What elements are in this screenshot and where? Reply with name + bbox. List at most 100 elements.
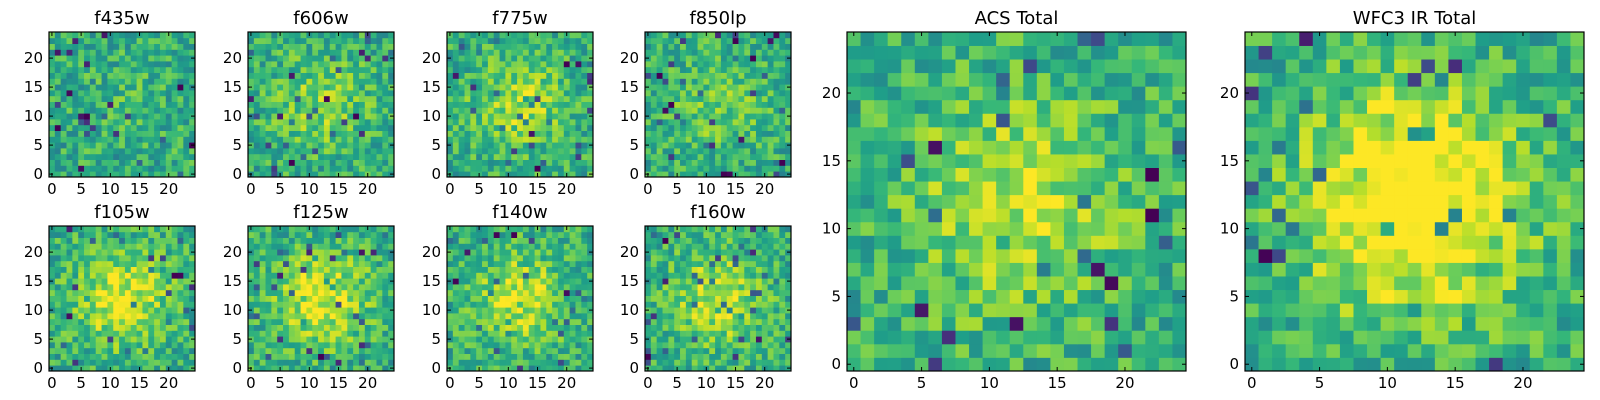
heatmap-cell [493, 226, 500, 233]
heatmap-cell [732, 72, 739, 79]
heatmap-cell [358, 159, 366, 166]
heatmap-cell [528, 231, 535, 238]
heatmap-cell [130, 313, 137, 320]
heatmap-cell [569, 84, 576, 91]
heatmap-cell [499, 171, 506, 178]
heatmap-cell [755, 49, 763, 56]
heatmap-cell [534, 142, 541, 149]
heatmap-cell [353, 289, 360, 296]
heatmap-cell [779, 353, 786, 360]
heatmap-cell [306, 153, 313, 160]
heatmap-cell [300, 324, 307, 331]
heatmap-cell [353, 84, 360, 91]
heatmap-cell [294, 95, 301, 102]
heatmap-cell [650, 324, 658, 331]
heatmap-cell [581, 330, 588, 337]
heatmap-cell [668, 278, 675, 285]
heatmap-cell [358, 243, 366, 250]
heatmap-cell [697, 159, 704, 166]
heatmap-cell [159, 107, 167, 114]
heatmap-cell [177, 249, 184, 256]
heatmap-cell [347, 136, 354, 143]
heatmap-cell [569, 272, 576, 279]
heatmap-cell [101, 165, 108, 172]
heatmap-cell [165, 330, 173, 337]
heatmap-cell [487, 260, 495, 267]
heatmap-cell [528, 142, 535, 149]
heatmap-cell [335, 78, 342, 85]
heatmap-cell [680, 318, 687, 325]
heatmap-cell [84, 359, 91, 366]
heatmap-cell [113, 295, 120, 302]
heatmap-cell [265, 365, 272, 372]
heatmap-cell [569, 336, 576, 343]
heatmap-cell [148, 95, 155, 102]
heatmap-cell [49, 61, 56, 68]
heatmap-cell [253, 301, 261, 308]
heatmap-cell [581, 72, 588, 79]
heatmap-cell [738, 318, 745, 325]
heatmap-cell [341, 284, 348, 291]
heatmap-cell [353, 101, 360, 108]
heatmap-cell [522, 136, 530, 143]
heatmap-cell [709, 342, 716, 349]
heatmap-cell [575, 295, 582, 302]
heatmap-cell [259, 289, 266, 296]
heatmap-cell [329, 101, 336, 108]
heatmap-cell [72, 318, 79, 325]
heatmap-cell [552, 148, 559, 155]
heatmap-cell [685, 359, 693, 366]
heatmap-cell [447, 284, 454, 291]
heatmap-cell [248, 318, 255, 325]
heatmap-cell [685, 171, 693, 178]
heatmap-cell [493, 32, 500, 39]
heatmap-cell [517, 266, 524, 273]
y-tick-label: 0 [431, 359, 441, 377]
heatmap-cell [388, 289, 395, 296]
heatmap-cell [253, 49, 261, 56]
heatmap-cell [148, 359, 155, 366]
heatmap-cell [54, 301, 62, 308]
heatmap-cell [84, 330, 91, 337]
heatmap-cell [277, 359, 284, 366]
heatmap-cell [183, 37, 190, 44]
heatmap-cell [171, 124, 178, 131]
heatmap-cell [697, 342, 704, 349]
heatmap-cell [353, 226, 360, 233]
heatmap-cell [329, 272, 336, 279]
heatmap-cell [376, 278, 383, 285]
heatmap-cell [364, 255, 372, 262]
heatmap-cell [447, 318, 454, 325]
heatmap-cell [101, 90, 108, 97]
heatmap-cell [464, 318, 471, 325]
heatmap-cell [66, 272, 73, 279]
heatmap-cell [107, 61, 114, 68]
heatmap-cell [78, 295, 85, 302]
heatmap-cell [177, 342, 184, 349]
heatmap-cell [487, 61, 495, 68]
heatmap-cell [656, 324, 663, 331]
heatmap-cell [726, 119, 733, 126]
heatmap-cell [312, 55, 319, 62]
heatmap-cell [78, 101, 85, 108]
heatmap-cell [528, 249, 535, 256]
heatmap-cell [656, 353, 663, 360]
heatmap-cell [49, 330, 56, 337]
heatmap-cell [89, 49, 97, 56]
heatmap-cell [341, 365, 348, 372]
heatmap-cell [142, 84, 149, 91]
heatmap-cell [294, 330, 301, 337]
heatmap-cell [84, 130, 91, 137]
heatmap-cell [563, 359, 571, 366]
heatmap-cell [470, 153, 477, 160]
heatmap-cell [458, 243, 465, 250]
heatmap-cell [452, 61, 460, 68]
heatmap-cell [546, 78, 553, 85]
x-tick-label: 10 [101, 180, 120, 198]
heatmap-cell [546, 66, 553, 73]
heatmap-cell [750, 301, 757, 308]
heatmap-cell [522, 347, 530, 354]
heatmap-cell [72, 171, 79, 178]
heatmap-cell [382, 136, 389, 143]
heatmap-cell [715, 289, 722, 296]
